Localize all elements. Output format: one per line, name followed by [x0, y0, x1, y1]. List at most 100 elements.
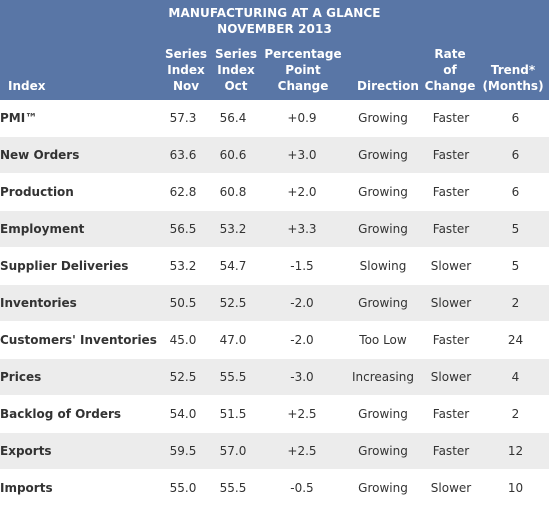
cell-change: +3.0 — [258, 136, 346, 174]
column-header-change: Percentage Point Change — [258, 46, 348, 94]
cell-index: PMI™ — [0, 100, 158, 137]
table-title: MANUFACTURING AT A GLANCE — [168, 6, 381, 20]
cell-change: -3.0 — [258, 358, 346, 396]
cell-rate: Faster — [420, 136, 482, 174]
cell-series-oct: 52.5 — [208, 284, 258, 322]
cell-index: Customers' Inventories — [0, 321, 158, 359]
table-row: New Orders 63.6 60.6 +3.0 Growing Faster 6 — [0, 136, 549, 174]
cell-direction: Growing — [346, 100, 420, 137]
cell-change: -1.5 — [258, 247, 346, 285]
cell-trend: 24 — [482, 321, 549, 359]
data-table: PMI™ 57.3 56.4 +0.9 Growing Faster 6 New Orders… — [0, 100, 549, 507]
cell-series-oct: 56.4 — [208, 100, 258, 137]
cell-rate: Slower — [420, 469, 482, 507]
table-row: Supplier Deliveries 53.2 54.7 -1.5 Slowing Sl… — [0, 247, 549, 285]
cell-series-oct: 54.7 — [208, 247, 258, 285]
cell-series-oct: 57.0 — [208, 432, 258, 470]
cell-direction: Growing — [346, 432, 420, 470]
column-header-rate-line3: Change — [424, 79, 476, 93]
cell-trend: 12 — [482, 432, 549, 470]
cell-series-nov: 54.0 — [158, 395, 208, 433]
column-header-rate-line1: Rate — [434, 47, 466, 61]
column-header-rate-line2: of — [443, 63, 457, 77]
cell-series-nov: 62.8 — [158, 173, 208, 211]
cell-direction: Growing — [346, 173, 420, 211]
cell-trend: 6 — [482, 136, 549, 174]
cell-series-nov: 52.5 — [158, 358, 208, 396]
cell-rate: Faster — [420, 432, 482, 470]
cell-series-nov: 53.2 — [158, 247, 208, 285]
table-row: Inventories 50.5 52.5 -2.0 Growing Slower 2 — [0, 284, 549, 322]
cell-trend: 6 — [482, 100, 549, 137]
table-body: PMI™ 57.3 56.4 +0.9 Growing Faster 6 New Orders… — [0, 100, 549, 507]
cell-series-nov: 63.6 — [158, 136, 208, 174]
column-header-trend: Trend* (Months) — [478, 62, 548, 94]
table-row: Prices 52.5 55.5 -3.0 Increasing Slower 4 — [0, 358, 549, 396]
cell-series-oct: 51.5 — [208, 395, 258, 433]
cell-direction: Growing — [346, 136, 420, 174]
column-header-change-line1: Percentage — [264, 47, 342, 61]
column-header-trend-line2: (Months) — [482, 79, 544, 93]
column-header-oct-line3: Oct — [224, 79, 248, 93]
cell-index: Supplier Deliveries — [0, 247, 158, 285]
cell-rate: Faster — [420, 100, 482, 137]
cell-rate: Faster — [420, 173, 482, 211]
cell-series-oct: 60.8 — [208, 173, 258, 211]
cell-series-nov: 59.5 — [158, 432, 208, 470]
cell-direction: Growing — [346, 469, 420, 507]
cell-series-oct: 53.2 — [208, 210, 258, 248]
cell-series-nov: 45.0 — [158, 321, 208, 359]
cell-index: Exports — [0, 432, 158, 470]
column-header-rate: Rate of Change — [420, 46, 480, 94]
cell-index: Prices — [0, 358, 158, 396]
cell-direction: Increasing — [346, 358, 420, 396]
table-row: Customers' Inventories 45.0 47.0 -2.0 Too Lo… — [0, 321, 549, 359]
table-row: Employment 56.5 53.2 +3.3 Growing Faster 5 — [0, 210, 549, 248]
cell-index: Employment — [0, 210, 158, 248]
column-header-oct-line2: Index — [217, 63, 255, 77]
table-row: Exports 59.5 57.0 +2.5 Growing Faster 12 — [0, 432, 549, 470]
cell-index: Imports — [0, 469, 158, 507]
cell-rate: Faster — [420, 321, 482, 359]
table-row: Imports 55.0 55.5 -0.5 Growing Slower 10 — [0, 469, 549, 507]
column-header-nov-line3: Nov — [172, 79, 200, 93]
cell-change: -2.0 — [258, 321, 346, 359]
cell-direction: Too Low — [346, 321, 420, 359]
cell-series-oct: 60.6 — [208, 136, 258, 174]
cell-trend: 5 — [482, 247, 549, 285]
column-header-nov-line1: Series — [164, 47, 208, 61]
cell-series-oct: 47.0 — [208, 321, 258, 359]
cell-rate: Faster — [420, 210, 482, 248]
cell-series-nov: 55.0 — [158, 469, 208, 507]
cell-trend: 2 — [482, 395, 549, 433]
column-header-oct-line1: Series — [214, 47, 258, 61]
column-header-direction: Direction — [346, 78, 430, 94]
cell-change: -2.0 — [258, 284, 346, 322]
cell-change: +0.9 — [258, 100, 346, 137]
cell-rate: Slower — [420, 247, 482, 285]
cell-index: Production — [0, 173, 158, 211]
cell-series-nov: 50.5 — [158, 284, 208, 322]
cell-rate: Faster — [420, 395, 482, 433]
cell-trend: 2 — [482, 284, 549, 322]
cell-index: Inventories — [0, 284, 158, 322]
column-header-nov: Series Index Nov — [158, 46, 214, 94]
cell-direction: Growing — [346, 395, 420, 433]
column-header-index-label: Index — [8, 79, 46, 93]
column-header-trend-line1: Trend* — [490, 63, 536, 77]
cell-change: -0.5 — [258, 469, 346, 507]
cell-change: +2.5 — [258, 395, 346, 433]
column-header-nov-line2: Index — [167, 63, 205, 77]
cell-index: New Orders — [0, 136, 158, 174]
cell-rate: Slower — [420, 358, 482, 396]
cell-series-oct: 55.5 — [208, 469, 258, 507]
cell-direction: Growing — [346, 284, 420, 322]
table-row: PMI™ 57.3 56.4 +0.9 Growing Faster 6 — [0, 100, 549, 137]
column-header-change-line2: Point — [285, 63, 321, 77]
cell-series-nov: 56.5 — [158, 210, 208, 248]
column-header-oct: Series Index Oct — [208, 46, 264, 94]
column-header-change-line3: Change — [277, 79, 329, 93]
table-subtitle: NOVEMBER 2013 — [217, 22, 332, 36]
cell-change: +2.0 — [258, 173, 346, 211]
cell-change: +3.3 — [258, 210, 346, 248]
